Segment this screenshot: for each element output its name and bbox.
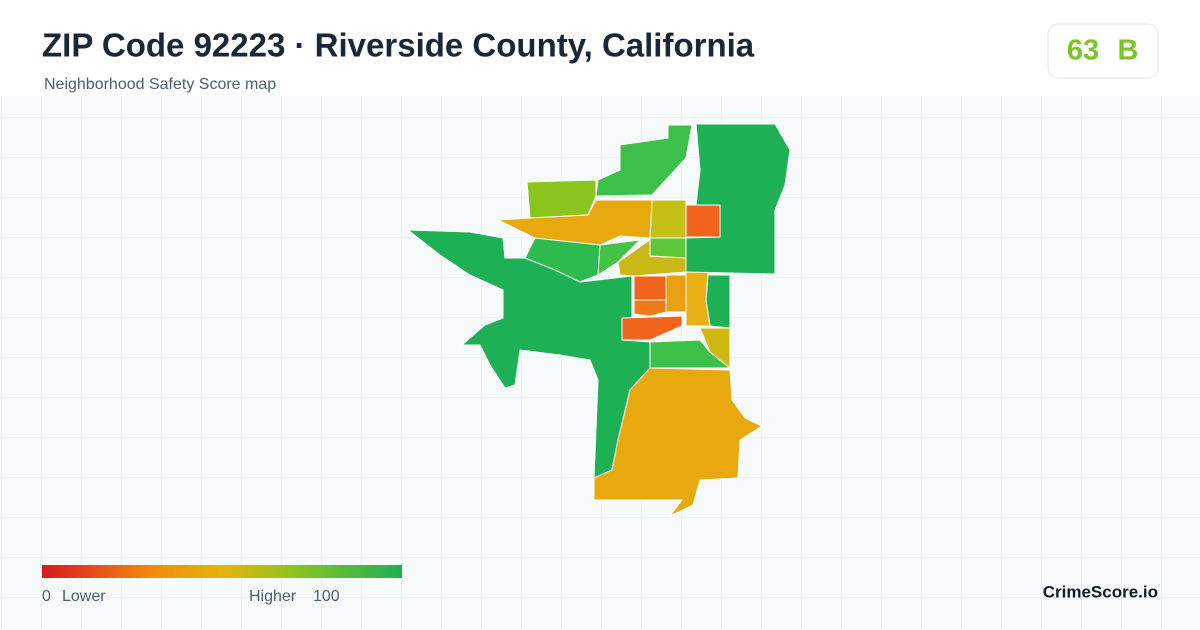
- region: [597, 239, 641, 276]
- region: [593, 367, 763, 517]
- region: [633, 299, 667, 317]
- region: [685, 204, 721, 238]
- region: [633, 275, 667, 301]
- region: [685, 123, 791, 275]
- legend-gradient: [42, 565, 402, 578]
- legend-max: 100: [313, 588, 340, 605]
- region: [699, 327, 731, 369]
- legend-max-label: Higher: [249, 588, 297, 605]
- score-badge: [1047, 23, 1159, 79]
- region: [526, 179, 597, 219]
- header-band: [0, 0, 1200, 96]
- region: [649, 237, 687, 259]
- score-grade: B: [1118, 35, 1139, 67]
- region: [649, 199, 687, 239]
- score-value: 63: [1067, 35, 1099, 67]
- region: [685, 271, 711, 327]
- brand: CrimeScore.io: [1043, 582, 1158, 601]
- legend-min: 0: [42, 588, 51, 605]
- region: [705, 274, 731, 329]
- region: [621, 315, 683, 341]
- title: ZIP Code 92223 · Riverside County, Calif…: [42, 27, 755, 64]
- zip-map: [407, 123, 791, 517]
- subtitle: Neighborhood Safety Score map: [44, 76, 276, 93]
- region: [665, 274, 687, 313]
- region: [595, 124, 693, 197]
- legend-min-label: Lower: [62, 588, 106, 605]
